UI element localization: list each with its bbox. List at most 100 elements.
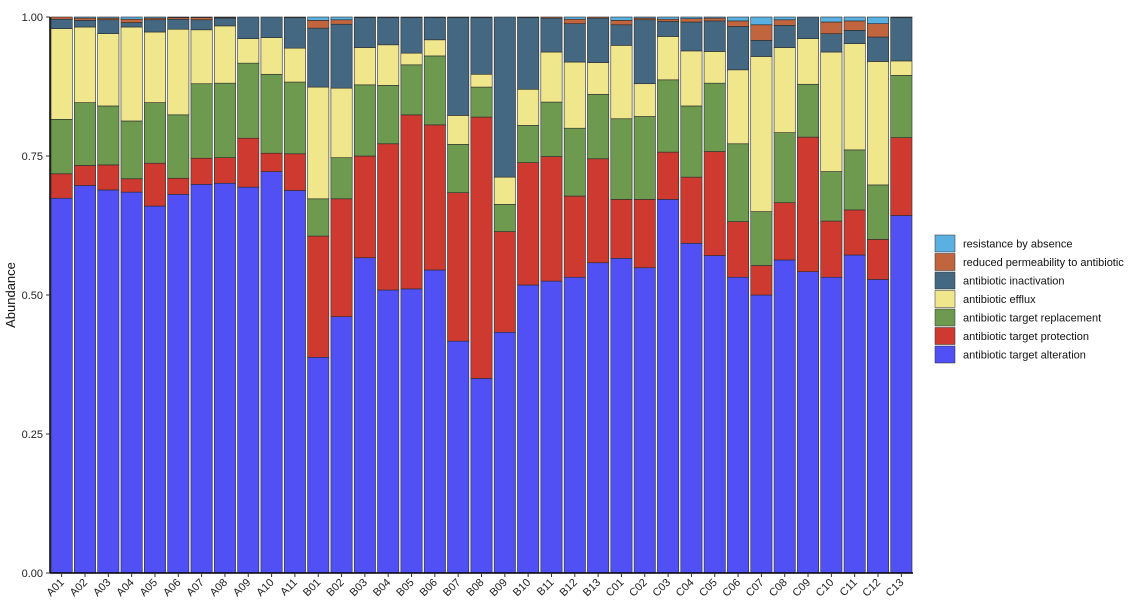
bar-segment bbox=[587, 158, 610, 264]
bar-stack-c11 bbox=[843, 16, 866, 574]
bar-segment bbox=[377, 143, 400, 291]
bar-segment bbox=[820, 16, 843, 23]
bar-segment bbox=[353, 155, 376, 259]
bar-stack-b12 bbox=[563, 16, 586, 574]
bar-segment bbox=[493, 176, 516, 205]
bar-stack-b13 bbox=[587, 16, 610, 574]
bar-stack-b03 bbox=[353, 16, 376, 574]
bar-segment bbox=[610, 24, 633, 46]
bar-segment bbox=[610, 199, 633, 259]
bar-segment bbox=[820, 21, 843, 34]
legend-swatch bbox=[934, 345, 956, 364]
bar-segment bbox=[307, 356, 330, 574]
bar-stack-a01 bbox=[50, 16, 73, 574]
bar-segment bbox=[680, 242, 703, 574]
bar-segment bbox=[843, 43, 866, 151]
bar-stack-c06 bbox=[727, 16, 750, 574]
legend-label: antibiotic target replacement bbox=[963, 313, 1101, 325]
legend-label: antibiotic inactivation bbox=[963, 276, 1065, 288]
bar-segment bbox=[890, 215, 913, 574]
bar-segment bbox=[97, 19, 120, 34]
bar-segment bbox=[120, 22, 143, 28]
bar-segment bbox=[797, 271, 820, 574]
bar-segment bbox=[517, 125, 540, 163]
bar-segment bbox=[423, 17, 446, 41]
bar-segment bbox=[400, 288, 423, 574]
bar-segment bbox=[74, 20, 96, 28]
bar-segment bbox=[820, 276, 843, 574]
bar-segment bbox=[283, 190, 306, 574]
x-tick-label: C06 bbox=[720, 577, 743, 600]
bar-segment bbox=[377, 85, 400, 145]
bar-segment bbox=[353, 17, 376, 48]
x-tick-label: A02 bbox=[68, 577, 90, 599]
bar-segment bbox=[144, 102, 166, 164]
x-tick-label: C09 bbox=[790, 577, 813, 600]
bar-segment bbox=[167, 16, 190, 18]
bar-segment bbox=[330, 19, 353, 25]
bar-stack-b06 bbox=[423, 16, 446, 574]
bar-segment bbox=[190, 29, 213, 85]
bar-segment bbox=[773, 16, 796, 21]
bar-segment bbox=[727, 143, 750, 222]
bar-segment bbox=[750, 40, 773, 57]
bar-segment bbox=[423, 269, 446, 574]
bar-segment bbox=[423, 124, 446, 271]
bar-segment bbox=[353, 257, 376, 574]
bar-segment bbox=[610, 118, 633, 200]
x-tick-label: A06 bbox=[161, 577, 183, 599]
bar-segment bbox=[610, 45, 633, 120]
bar-segment bbox=[773, 202, 796, 261]
x-tick-label: C01 bbox=[604, 577, 627, 600]
y-axis-title: Abundance bbox=[3, 262, 18, 328]
bar-segment bbox=[97, 164, 120, 191]
bar-segment bbox=[74, 17, 96, 21]
bar-segment bbox=[353, 47, 376, 86]
bar-segment bbox=[400, 114, 423, 290]
legend-swatch bbox=[934, 290, 956, 308]
bar-segment bbox=[867, 16, 889, 24]
bar-segment bbox=[74, 26, 96, 103]
bar-segment bbox=[213, 16, 236, 18]
bar-segment bbox=[167, 177, 190, 195]
bar-segment bbox=[587, 93, 610, 160]
legend-swatch bbox=[934, 234, 956, 253]
bar-segment bbox=[190, 17, 213, 21]
x-tick-label: A10 bbox=[254, 577, 276, 599]
bar-segment bbox=[260, 171, 283, 574]
bar-segment bbox=[657, 21, 680, 37]
bar-segment bbox=[283, 81, 306, 155]
bar-segment bbox=[167, 18, 190, 30]
bar-segment bbox=[680, 105, 703, 178]
bar-segment bbox=[587, 16, 610, 19]
bar-segment bbox=[50, 18, 73, 29]
bar-segment bbox=[97, 16, 120, 19]
bar-segment bbox=[843, 16, 866, 22]
bar-segment bbox=[843, 30, 866, 44]
bar-segment bbox=[423, 16, 446, 18]
legend-item: antibiotic target replacement bbox=[934, 308, 1101, 327]
bar-segment bbox=[820, 171, 843, 222]
bar-segment bbox=[727, 276, 750, 574]
bar-segment bbox=[50, 119, 73, 175]
bar-stack-c04 bbox=[680, 16, 703, 574]
legend-swatch bbox=[934, 327, 956, 345]
bar-stack-c02 bbox=[633, 16, 656, 574]
bar-segment bbox=[587, 17, 610, 63]
bar-segment bbox=[493, 331, 516, 574]
bar-segment bbox=[680, 18, 703, 23]
bar-segment bbox=[867, 23, 889, 38]
x-tick-label: B05 bbox=[394, 577, 416, 599]
bar-segment bbox=[447, 340, 470, 574]
bar-segment bbox=[680, 21, 703, 52]
bar-segment bbox=[74, 102, 96, 166]
x-tick-label: B11 bbox=[535, 577, 557, 599]
bar-segment bbox=[400, 64, 423, 116]
bar-segment bbox=[307, 16, 330, 21]
bar-segment bbox=[237, 137, 260, 188]
bar-segment bbox=[447, 115, 470, 145]
bar-segment bbox=[120, 26, 143, 122]
bar-segment bbox=[540, 51, 563, 103]
bar-segment bbox=[633, 116, 656, 200]
bar-segment bbox=[283, 17, 306, 49]
